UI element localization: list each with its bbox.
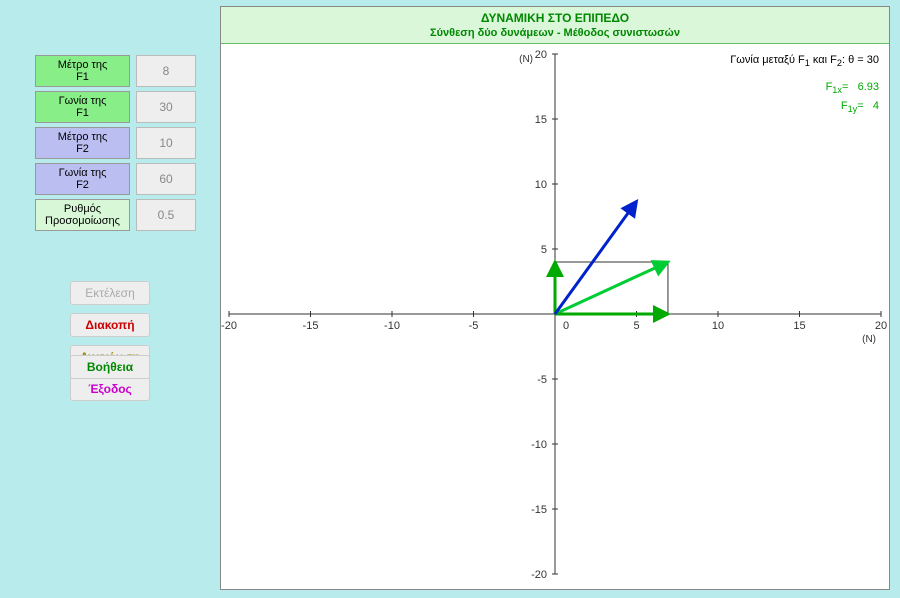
svg-text:5: 5 <box>633 320 639 332</box>
param-value-1[interactable]: 30 <box>136 91 196 123</box>
execute-button[interactable]: Εκτέλεση <box>70 281 150 305</box>
f1y-info: F1y= 4 <box>730 98 879 117</box>
exit-button[interactable]: Έξοδος <box>70 377 150 401</box>
plot-svg: -20 -15 -10 -5 5 10 15 20 -20 -15 -10 -5 5 10 15 20 0 (N)… <box>221 44 889 584</box>
chart-subtitle: Σύνθεση δύο δυνάμεων - Μέθοδος συνιστωσώ… <box>221 27 889 39</box>
svg-text:10: 10 <box>712 320 724 332</box>
svg-text:(N): (N) <box>862 334 876 345</box>
help-button[interactable]: Βοήθεια <box>70 355 150 379</box>
info-box: Γωνία μεταξύ F1 και F2: θ = 30 F1x= 6.93… <box>730 52 879 117</box>
param-value-0[interactable]: 8 <box>136 55 196 87</box>
param-value-3[interactable]: 60 <box>136 163 196 195</box>
svg-text:20: 20 <box>875 320 887 332</box>
param-label-0: Μέτρο τηςF1 <box>35 55 130 87</box>
sidebar: Μέτρο τηςF18Γωνία τηςF130Μέτρο τηςF210Γω… <box>0 55 210 401</box>
param-value-2[interactable]: 10 <box>136 127 196 159</box>
svg-text:-5: -5 <box>537 374 547 386</box>
svg-text:20: 20 <box>535 49 547 61</box>
chart-title: ΔΥΝΑΜΙΚΗ ΣΤΟ ΕΠΙΠΕΔΟ <box>221 11 889 25</box>
svg-text:(N): (N) <box>519 54 533 65</box>
svg-text:-20: -20 <box>221 320 237 332</box>
param-rows: Μέτρο τηςF18Γωνία τηςF130Μέτρο τηςF210Γω… <box>0 55 210 231</box>
svg-text:15: 15 <box>793 320 805 332</box>
param-label-1: Γωνία τηςF1 <box>35 91 130 123</box>
svg-text:-10: -10 <box>384 320 400 332</box>
param-row-0: Μέτρο τηςF18 <box>0 55 210 87</box>
svg-text:0: 0 <box>563 320 569 332</box>
param-row-3: Γωνία τηςF260 <box>0 163 210 195</box>
plot: -20 -15 -10 -5 5 10 15 20 -20 -15 -10 -5 5 10 15 20 0 (N)… <box>221 44 889 584</box>
param-row-1: Γωνία τηςF130 <box>0 91 210 123</box>
svg-text:-15: -15 <box>531 504 547 516</box>
svg-text:-10: -10 <box>531 439 547 451</box>
svg-text:-20: -20 <box>531 569 547 581</box>
param-label-2: Μέτρο τηςF2 <box>35 127 130 159</box>
param-label-4: ΡυθμόςΠροσομοίωσης <box>35 199 130 231</box>
svg-text:10: 10 <box>535 179 547 191</box>
chart-area: ΔΥΝΑΜΙΚΗ ΣΤΟ ΕΠΙΠΕΔΟ Σύνθεση δύο δυνάμεω… <box>220 6 890 590</box>
svg-text:5: 5 <box>541 244 547 256</box>
param-label-3: Γωνία τηςF2 <box>35 163 130 195</box>
f1x-info: F1x= 6.93 <box>730 79 879 98</box>
param-row-4: ΡυθμόςΠροσομοίωσης0.5 <box>0 199 210 231</box>
svg-text:-15: -15 <box>303 320 319 332</box>
angle-info: Γωνία μεταξύ F1 και F2: θ = 30 <box>730 52 879 71</box>
param-value-4[interactable]: 0.5 <box>136 199 196 231</box>
svg-text:15: 15 <box>535 114 547 126</box>
button-group: Εκτέλεση Διακοπή Ανανέωση Έξοδος <box>0 281 210 401</box>
chart-header: ΔΥΝΑΜΙΚΗ ΣΤΟ ΕΠΙΠΕΔΟ Σύνθεση δύο δυνάμεω… <box>221 7 889 44</box>
svg-text:-5: -5 <box>469 320 479 332</box>
param-row-2: Μέτρο τηςF210 <box>0 127 210 159</box>
stop-button[interactable]: Διακοπή <box>70 313 150 337</box>
